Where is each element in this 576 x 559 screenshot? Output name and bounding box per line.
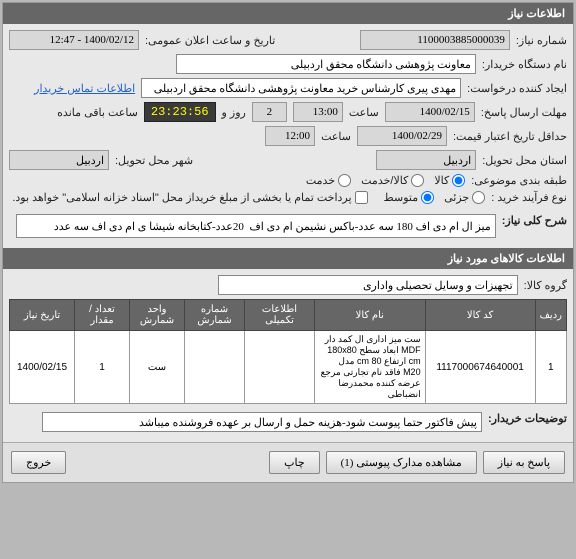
service-label: خدمت [306,174,335,187]
table-row[interactable]: 1 1117000674640001 ست میز اداری ال کمد د… [10,331,567,404]
title-label: شرح کلی نیاز: [502,214,567,227]
panel-header: اطلاعات نیاز [3,3,573,24]
cell-date: 1400/02/15 [10,331,75,404]
delivery-city-field [9,150,109,170]
price-date-field [357,126,447,146]
partial-pay-checkbox[interactable] [355,191,368,204]
attachments-button[interactable]: مشاهده مدارک پیوستی (1) [326,451,477,474]
response-time-label: ساعت [349,106,379,119]
need-number-field [360,30,510,50]
cell-unit-ref [185,331,245,404]
cell-idx: 1 [535,331,566,404]
cell-qty: 1 [75,331,130,404]
small-radio[interactable] [472,191,485,204]
medium-radio[interactable] [421,191,434,204]
creator-field [141,78,461,98]
col-unit-ref: شماره شمارش [185,300,245,331]
cell-name: ست میز اداری ال کمد دار MDF ابعاد سطح 18… [315,331,426,404]
col-date: تاریخ نیاز [10,300,75,331]
col-name: نام کالا [315,300,426,331]
remaining-label: ساعت باقی مانده [57,106,138,119]
buyer-notes-field [42,412,482,432]
cell-unit: ست [130,331,185,404]
countdown-timer: 23:23:56 [144,102,216,122]
goods-label: کالا [434,174,449,187]
col-tech: اطلاعات تکمیلی [245,300,315,331]
announce-label: تاریخ و ساعت اعلان عمومی: [145,34,275,47]
delivery-province-label: استان محل تحویل: [482,154,567,167]
buyer-contact-link[interactable]: اطلاعات تماس خریدار [34,82,135,95]
print-button[interactable]: چاپ [269,451,320,474]
medium-label: متوسط [384,191,419,204]
goods-service-radio[interactable] [411,174,424,187]
goods-radio[interactable] [452,174,465,187]
category-label: طبقه بندی موضوعی: [471,174,567,187]
response-time-field [293,102,343,122]
items-header: اطلاعات کالاهای مورد نیاز [3,248,573,269]
cell-tech [245,331,315,404]
goods-service-label: کالا/خدمت [361,174,408,187]
col-qty: تعداد / مقدار [75,300,130,331]
col-row: ردیف [535,300,566,331]
need-number-label: شماره نیاز: [516,34,567,47]
small-label: جزئی [444,191,469,204]
days-field [252,102,287,122]
response-deadline-label: مهلت ارسال پاسخ: [481,106,567,119]
announce-field [9,30,139,50]
delivery-city-label: شهر محل تحویل: [115,154,193,167]
price-time-label: ساعت [321,130,351,143]
delivery-province-field [376,150,476,170]
col-code: کد کالا [425,300,535,331]
col-unit: واحد شمارش [130,300,185,331]
items-table: ردیف کد کالا نام کالا اطلاعات تکمیلی شما… [9,299,567,404]
exit-button[interactable]: خروج [11,451,66,474]
creator-label: ایجاد کننده درخواست: [467,82,567,95]
service-radio[interactable] [338,174,351,187]
response-date-field [385,102,475,122]
respond-button[interactable]: پاسخ به نیاز [483,451,565,474]
price-validity-label: حداقل تاریخ اعتبار قیمت: [453,130,567,143]
buyer-org-field [176,54,476,74]
group-label: گروه کالا: [524,279,567,292]
purchase-type-label: نوع فرآیند خرید : [491,191,567,204]
group-field [218,275,518,295]
cell-code: 1117000674640001 [425,331,535,404]
buyer-org-label: نام دستگاه خریدار: [482,58,567,71]
days-and-label: روز و [222,106,246,119]
title-field [16,214,496,238]
price-time-field [265,126,315,146]
partial-pay-label: پرداخت تمام یا بخشی از مبلغ خریداز محل "… [12,191,351,204]
buyer-notes-label: توضیحات خریدار: [488,412,567,425]
